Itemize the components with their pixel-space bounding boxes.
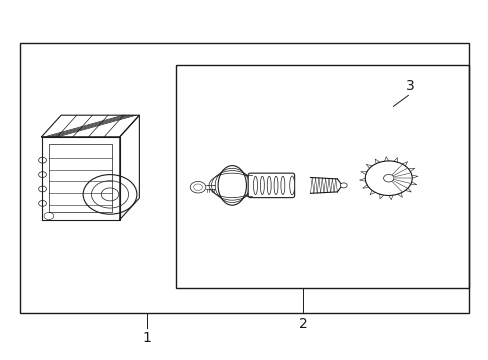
- Circle shape: [340, 183, 346, 188]
- Text: 3: 3: [406, 80, 414, 93]
- Circle shape: [101, 188, 119, 201]
- Ellipse shape: [289, 176, 294, 195]
- Circle shape: [39, 172, 46, 177]
- Circle shape: [193, 184, 202, 190]
- Circle shape: [39, 186, 46, 192]
- FancyBboxPatch shape: [248, 173, 294, 198]
- Circle shape: [44, 212, 54, 220]
- Ellipse shape: [218, 166, 246, 205]
- Circle shape: [190, 181, 205, 193]
- Circle shape: [83, 175, 137, 214]
- Text: 1: 1: [142, 332, 151, 345]
- Bar: [20, 43, 468, 313]
- Circle shape: [365, 161, 411, 195]
- Bar: [176, 65, 468, 288]
- Circle shape: [39, 157, 46, 163]
- Circle shape: [383, 174, 393, 182]
- Circle shape: [39, 201, 46, 206]
- Circle shape: [91, 181, 128, 208]
- Text: 2: 2: [298, 317, 307, 331]
